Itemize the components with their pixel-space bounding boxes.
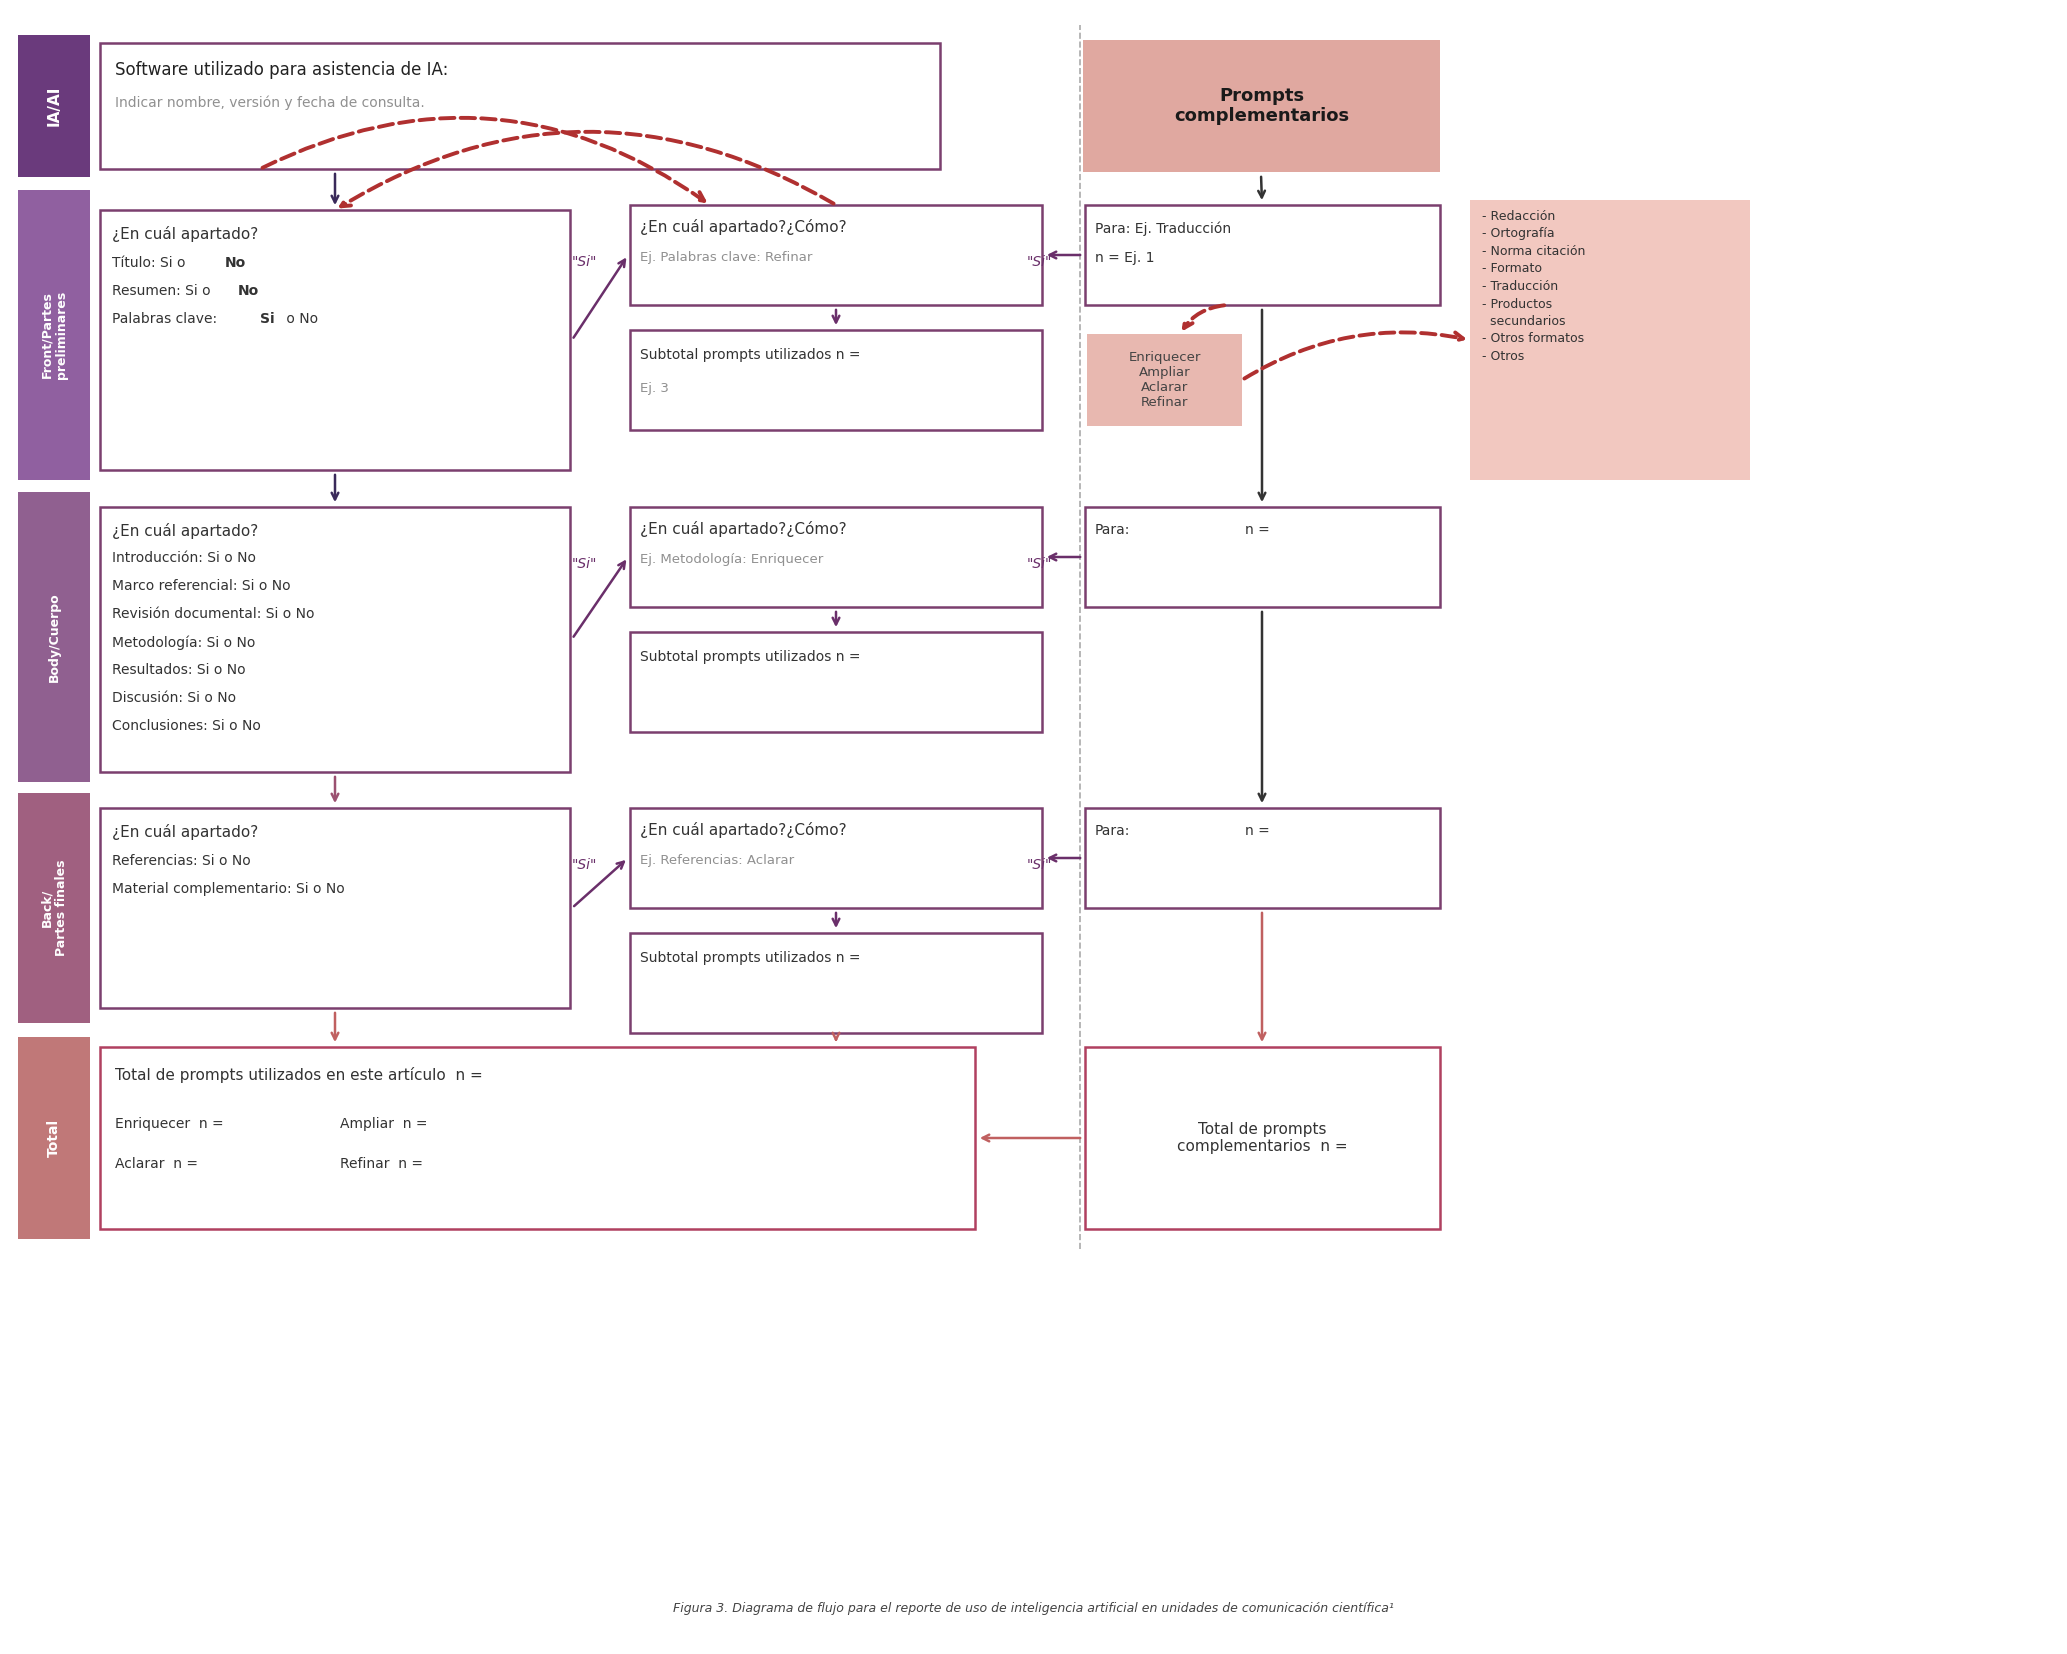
Text: Resultados: Si o No: Resultados: Si o No xyxy=(112,663,246,676)
Text: IA/AI: IA/AI xyxy=(45,86,62,126)
FancyBboxPatch shape xyxy=(630,809,1042,908)
Text: Front/Partes
preliminares: Front/Partes preliminares xyxy=(39,291,68,379)
Text: ¿En cuál apartado?¿Cómo?: ¿En cuál apartado?¿Cómo? xyxy=(641,822,847,839)
FancyBboxPatch shape xyxy=(99,508,570,772)
Text: Para:: Para: xyxy=(1096,523,1131,538)
Text: Enriquecer  n =: Enriquecer n = xyxy=(116,1116,223,1131)
FancyBboxPatch shape xyxy=(1085,205,1441,304)
FancyBboxPatch shape xyxy=(630,331,1042,430)
FancyBboxPatch shape xyxy=(19,190,91,480)
Text: Revisión documental: Si o No: Revisión documental: Si o No xyxy=(112,607,314,620)
FancyBboxPatch shape xyxy=(99,809,570,1007)
Text: "Si": "Si" xyxy=(1027,858,1052,872)
Text: Ej. 3: Ej. 3 xyxy=(641,382,670,395)
FancyBboxPatch shape xyxy=(19,792,91,1024)
FancyBboxPatch shape xyxy=(630,205,1042,304)
Text: Enriquecer
Ampliar
Aclarar
Refinar: Enriquecer Ampliar Aclarar Refinar xyxy=(1129,351,1201,409)
Text: Total: Total xyxy=(48,1120,62,1158)
FancyBboxPatch shape xyxy=(630,933,1042,1034)
Text: Subtotal prompts utilizados n =: Subtotal prompts utilizados n = xyxy=(641,347,860,362)
Text: ¿En cuál apartado?¿Cómo?: ¿En cuál apartado?¿Cómo? xyxy=(641,218,847,235)
Text: Metodología: Si o No: Metodología: Si o No xyxy=(112,635,256,650)
Text: Indicar nombre, versión y fecha de consulta.: Indicar nombre, versión y fecha de consu… xyxy=(116,94,424,109)
Text: Figura 3. Diagrama de flujo para el reporte de uso de inteligencia artificial en: Figura 3. Diagrama de flujo para el repo… xyxy=(672,1603,1393,1614)
Text: Material complementario: Si o No: Material complementario: Si o No xyxy=(112,882,345,896)
Text: n =: n = xyxy=(1244,824,1269,839)
Text: - Redacción
- Ortografía
- Norma citación
- Formato
- Traducción
- Productos
  s: - Redacción - Ortografía - Norma citació… xyxy=(1482,210,1585,362)
Text: No: No xyxy=(225,256,246,270)
Text: No: No xyxy=(238,284,258,298)
FancyBboxPatch shape xyxy=(630,632,1042,733)
Text: "Si": "Si" xyxy=(1027,255,1052,270)
Text: Ej. Metodología: Enriquecer: Ej. Metodología: Enriquecer xyxy=(641,552,823,566)
FancyBboxPatch shape xyxy=(99,210,570,470)
Text: "Si": "Si" xyxy=(573,858,597,872)
Text: Para: Ej. Traducción: Para: Ej. Traducción xyxy=(1096,222,1232,235)
Text: ¿En cuál apartado?: ¿En cuál apartado? xyxy=(112,824,258,840)
FancyBboxPatch shape xyxy=(19,35,91,177)
Text: Ej. Referencias: Aclarar: Ej. Referencias: Aclarar xyxy=(641,853,794,867)
FancyBboxPatch shape xyxy=(19,491,91,782)
Text: Si: Si xyxy=(260,313,275,326)
FancyBboxPatch shape xyxy=(99,1047,976,1229)
FancyBboxPatch shape xyxy=(1085,809,1441,908)
Text: Título: Si o: Título: Si o xyxy=(112,256,190,270)
Text: ¿En cuál apartado?¿Cómo?: ¿En cuál apartado?¿Cómo? xyxy=(641,521,847,538)
Text: Referencias: Si o No: Referencias: Si o No xyxy=(112,853,250,868)
Text: Ampliar  n =: Ampliar n = xyxy=(339,1116,428,1131)
FancyBboxPatch shape xyxy=(1470,200,1751,480)
Text: Software utilizado para asistencia de IA:: Software utilizado para asistencia de IA… xyxy=(116,61,449,79)
Text: Ej. Palabras clave: Refinar: Ej. Palabras clave: Refinar xyxy=(641,251,812,265)
Text: "Si": "Si" xyxy=(573,255,597,270)
Text: Subtotal prompts utilizados n =: Subtotal prompts utilizados n = xyxy=(641,951,860,964)
Text: o No: o No xyxy=(281,313,318,326)
Text: Total de prompts
complementarios  n =: Total de prompts complementarios n = xyxy=(1178,1121,1348,1154)
FancyBboxPatch shape xyxy=(1087,334,1242,427)
Text: Aclarar  n =: Aclarar n = xyxy=(116,1158,198,1171)
Text: Total de prompts utilizados en este artículo  n =: Total de prompts utilizados en este artí… xyxy=(116,1067,484,1083)
Text: Palabras clave:: Palabras clave: xyxy=(112,313,221,326)
FancyBboxPatch shape xyxy=(1085,1047,1441,1229)
Text: Marco referencial: Si o No: Marco referencial: Si o No xyxy=(112,579,291,594)
Text: Prompts
complementarios: Prompts complementarios xyxy=(1174,86,1350,126)
FancyBboxPatch shape xyxy=(630,508,1042,607)
Text: n =: n = xyxy=(1244,523,1269,538)
Text: Refinar  n =: Refinar n = xyxy=(339,1158,424,1171)
Text: Introducción: Si o No: Introducción: Si o No xyxy=(112,551,256,566)
Text: "Si": "Si" xyxy=(1027,557,1052,571)
FancyBboxPatch shape xyxy=(99,43,940,169)
Text: ¿En cuál apartado?: ¿En cuál apartado? xyxy=(112,227,258,241)
Text: "Si": "Si" xyxy=(573,557,597,571)
Text: Para:: Para: xyxy=(1096,824,1131,839)
FancyBboxPatch shape xyxy=(19,1037,91,1239)
Text: Conclusiones: Si o No: Conclusiones: Si o No xyxy=(112,719,260,733)
Text: Discusión: Si o No: Discusión: Si o No xyxy=(112,691,236,705)
Text: Body/Cuerpo: Body/Cuerpo xyxy=(48,592,60,681)
Text: n = Ej. 1: n = Ej. 1 xyxy=(1096,251,1155,265)
FancyBboxPatch shape xyxy=(1085,508,1441,607)
FancyBboxPatch shape xyxy=(1083,40,1441,172)
Text: ¿En cuál apartado?: ¿En cuál apartado? xyxy=(112,523,258,539)
Text: Back/
Partes finales: Back/ Partes finales xyxy=(39,860,68,956)
Text: Subtotal prompts utilizados n =: Subtotal prompts utilizados n = xyxy=(641,650,860,663)
Text: Resumen: Si o: Resumen: Si o xyxy=(112,284,215,298)
